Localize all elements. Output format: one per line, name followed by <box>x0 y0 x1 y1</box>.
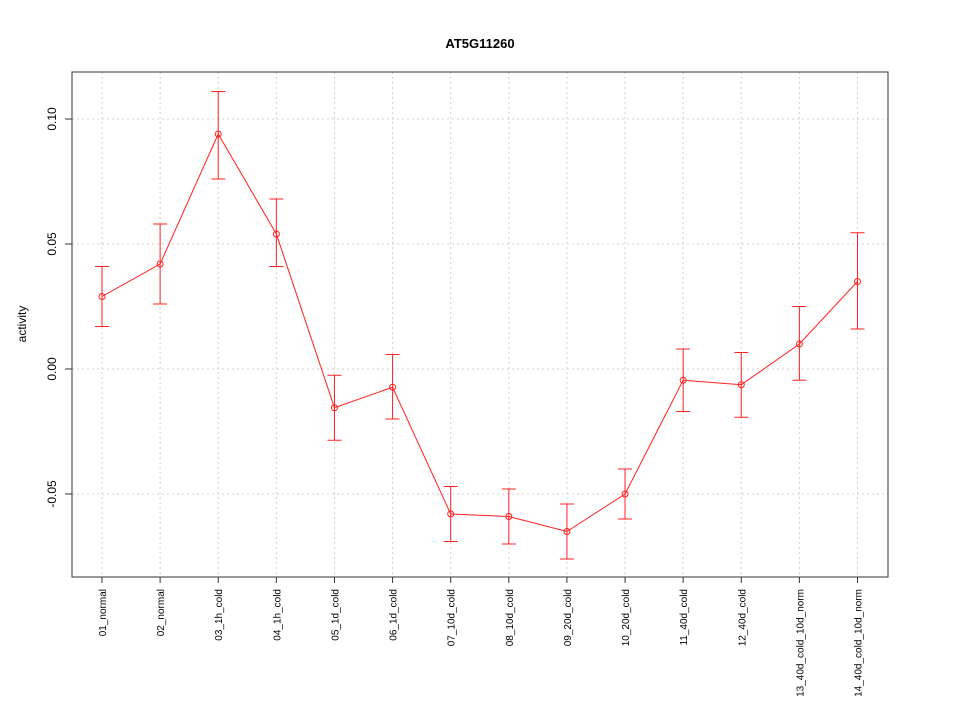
data-point <box>854 278 861 285</box>
x-tick-label: 07_10d_cold <box>447 589 458 646</box>
x-tick-label: 06_1d_cold <box>389 589 400 641</box>
x-axis: 01_normal 02_normal 03_1h_cold 04_1h_cold 05… <box>98 577 865 697</box>
y-tick-label: 0.10 <box>45 107 59 131</box>
x-tick-label: 13_40d_cold_10d_norm <box>795 589 806 697</box>
data-point <box>447 510 455 518</box>
data-point <box>214 130 222 138</box>
data-point <box>621 490 629 498</box>
x-tick-label: 10_20d_cold <box>621 589 632 646</box>
x-tick-label: 12_40d_cold <box>737 589 748 646</box>
x-tick-label: 02_normal <box>156 589 167 636</box>
data-series <box>95 91 865 560</box>
data-point <box>98 293 106 300</box>
grid <box>72 72 888 577</box>
y-tick-label: -0.05 <box>45 480 59 508</box>
data-point <box>389 383 397 391</box>
data-point <box>795 340 803 348</box>
x-tick-label: 11_40d_cold <box>679 589 690 646</box>
x-tick-label: 01_normal <box>98 589 109 636</box>
y-tick-label: 0.05 <box>45 232 59 256</box>
y-axis-label: activity <box>15 306 29 343</box>
x-tick-label: 04_1h_cold <box>272 589 283 641</box>
chart-title: AT5G11260 <box>445 36 514 51</box>
data-point <box>505 513 513 520</box>
data-point <box>330 404 338 412</box>
data-point <box>156 260 164 268</box>
data-point <box>679 376 687 384</box>
data-point <box>272 230 280 238</box>
plot-frame <box>71 71 889 578</box>
x-tick-label: 05_1d_cold <box>330 589 341 641</box>
data-point <box>737 381 745 389</box>
x-tick-label: 09_20d_cold <box>563 589 574 646</box>
x-tick-label: 14_40d_cold_10d_norm <box>854 589 865 697</box>
data-point <box>563 528 571 535</box>
x-tick-label: 08_10d_cold <box>505 589 516 646</box>
y-axis: -0.05 0.00 0.05 0.10 <box>45 107 72 508</box>
series-line <box>101 132 858 533</box>
x-tick-label: 03_1h_cold <box>214 589 225 641</box>
y-tick-label: 0.00 <box>45 357 59 381</box>
